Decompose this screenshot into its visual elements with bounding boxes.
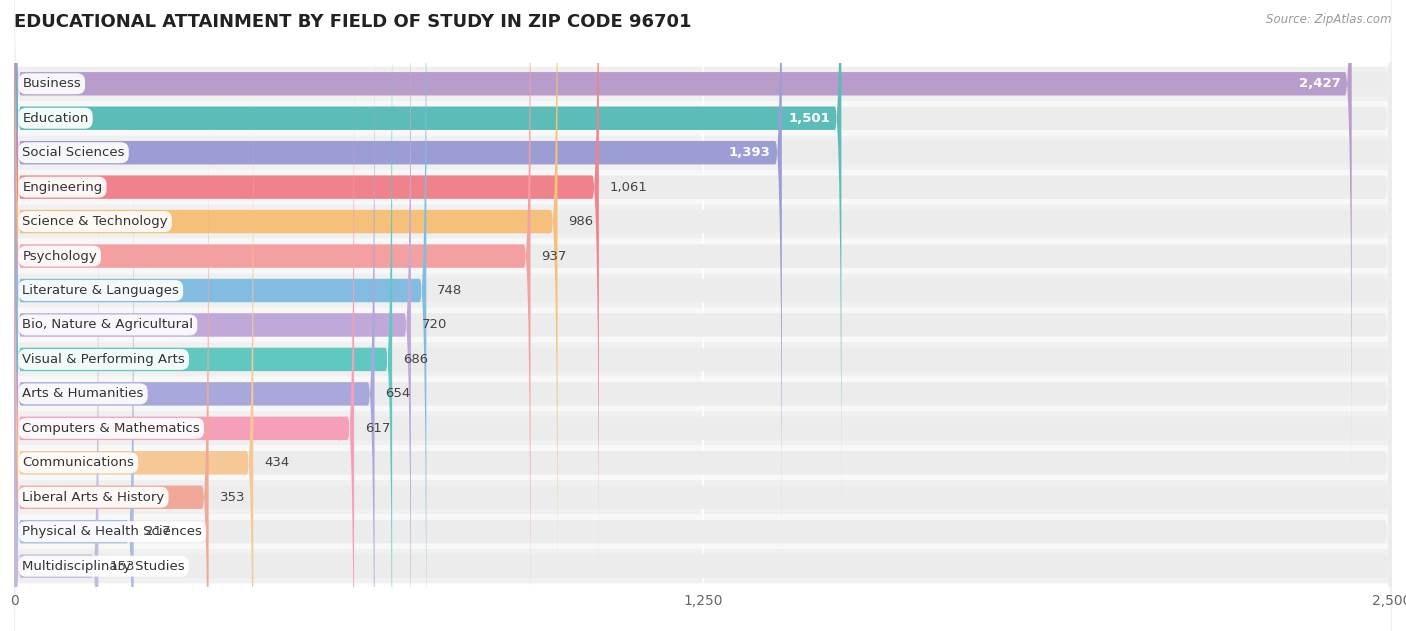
- FancyBboxPatch shape: [14, 273, 1392, 631]
- FancyBboxPatch shape: [14, 0, 392, 631]
- FancyBboxPatch shape: [14, 0, 599, 589]
- FancyBboxPatch shape: [14, 0, 1392, 480]
- Text: Communications: Communications: [22, 456, 134, 469]
- Text: Source: ZipAtlas.com: Source: ZipAtlas.com: [1267, 13, 1392, 26]
- Text: Social Sciences: Social Sciences: [22, 146, 125, 159]
- FancyBboxPatch shape: [14, 0, 1392, 631]
- FancyBboxPatch shape: [14, 0, 558, 623]
- Text: Science & Technology: Science & Technology: [22, 215, 167, 228]
- Text: Multidisciplinary Studies: Multidisciplinary Studies: [22, 560, 186, 573]
- Text: 434: 434: [264, 456, 290, 469]
- Text: Business: Business: [22, 77, 82, 90]
- FancyBboxPatch shape: [14, 0, 530, 631]
- FancyBboxPatch shape: [14, 95, 1392, 631]
- FancyBboxPatch shape: [14, 165, 1392, 631]
- FancyBboxPatch shape: [14, 0, 1392, 520]
- Text: Physical & Health Sciences: Physical & Health Sciences: [22, 525, 202, 538]
- FancyBboxPatch shape: [14, 0, 1392, 377]
- Text: 2,427: 2,427: [1299, 77, 1341, 90]
- FancyBboxPatch shape: [14, 0, 411, 631]
- Text: Visual & Performing Arts: Visual & Performing Arts: [22, 353, 186, 366]
- FancyBboxPatch shape: [14, 130, 1392, 631]
- Text: Arts & Humanities: Arts & Humanities: [22, 387, 143, 401]
- Text: 686: 686: [404, 353, 429, 366]
- FancyBboxPatch shape: [14, 0, 1351, 485]
- Text: 1,393: 1,393: [728, 146, 770, 159]
- Text: 986: 986: [568, 215, 593, 228]
- FancyBboxPatch shape: [14, 0, 1392, 514]
- FancyBboxPatch shape: [14, 204, 1392, 631]
- Text: Computers & Mathematics: Computers & Mathematics: [22, 422, 200, 435]
- Text: 654: 654: [385, 387, 411, 401]
- FancyBboxPatch shape: [14, 0, 1392, 631]
- Text: Education: Education: [22, 112, 89, 125]
- Text: 937: 937: [541, 249, 567, 262]
- FancyBboxPatch shape: [14, 0, 1392, 445]
- Text: 748: 748: [437, 284, 463, 297]
- FancyBboxPatch shape: [14, 0, 1392, 555]
- Text: 217: 217: [145, 525, 170, 538]
- Text: Psychology: Psychology: [22, 249, 97, 262]
- FancyBboxPatch shape: [14, 0, 782, 555]
- FancyBboxPatch shape: [14, 308, 1392, 631]
- FancyBboxPatch shape: [14, 170, 1392, 631]
- FancyBboxPatch shape: [14, 27, 1392, 631]
- Text: Engineering: Engineering: [22, 180, 103, 194]
- FancyBboxPatch shape: [14, 0, 1392, 631]
- FancyBboxPatch shape: [14, 0, 1392, 631]
- FancyBboxPatch shape: [14, 61, 253, 631]
- FancyBboxPatch shape: [14, 0, 1392, 631]
- FancyBboxPatch shape: [14, 101, 1392, 618]
- FancyBboxPatch shape: [14, 0, 1392, 342]
- FancyBboxPatch shape: [14, 32, 1392, 549]
- Text: EDUCATIONAL ATTAINMENT BY FIELD OF STUDY IN ZIP CODE 96701: EDUCATIONAL ATTAINMENT BY FIELD OF STUDY…: [14, 13, 692, 31]
- FancyBboxPatch shape: [14, 61, 1392, 631]
- FancyBboxPatch shape: [14, 66, 1392, 584]
- FancyBboxPatch shape: [14, 165, 98, 631]
- FancyBboxPatch shape: [14, 136, 1392, 631]
- Text: 720: 720: [422, 319, 447, 331]
- FancyBboxPatch shape: [14, 95, 208, 631]
- Text: 353: 353: [219, 491, 245, 504]
- FancyBboxPatch shape: [14, 27, 354, 631]
- FancyBboxPatch shape: [14, 0, 374, 631]
- Text: Liberal Arts & History: Liberal Arts & History: [22, 491, 165, 504]
- Text: 1,501: 1,501: [789, 112, 831, 125]
- Text: Literature & Languages: Literature & Languages: [22, 284, 179, 297]
- FancyBboxPatch shape: [14, 0, 1392, 589]
- Text: Bio, Nature & Agricultural: Bio, Nature & Agricultural: [22, 319, 194, 331]
- Text: 153: 153: [110, 560, 135, 573]
- FancyBboxPatch shape: [14, 130, 134, 631]
- FancyBboxPatch shape: [14, 0, 426, 631]
- FancyBboxPatch shape: [14, 0, 1392, 411]
- FancyBboxPatch shape: [14, 239, 1392, 631]
- FancyBboxPatch shape: [14, 0, 1392, 485]
- Text: 617: 617: [366, 422, 391, 435]
- Text: 1,061: 1,061: [610, 180, 648, 194]
- FancyBboxPatch shape: [14, 0, 1392, 623]
- FancyBboxPatch shape: [14, 0, 841, 520]
